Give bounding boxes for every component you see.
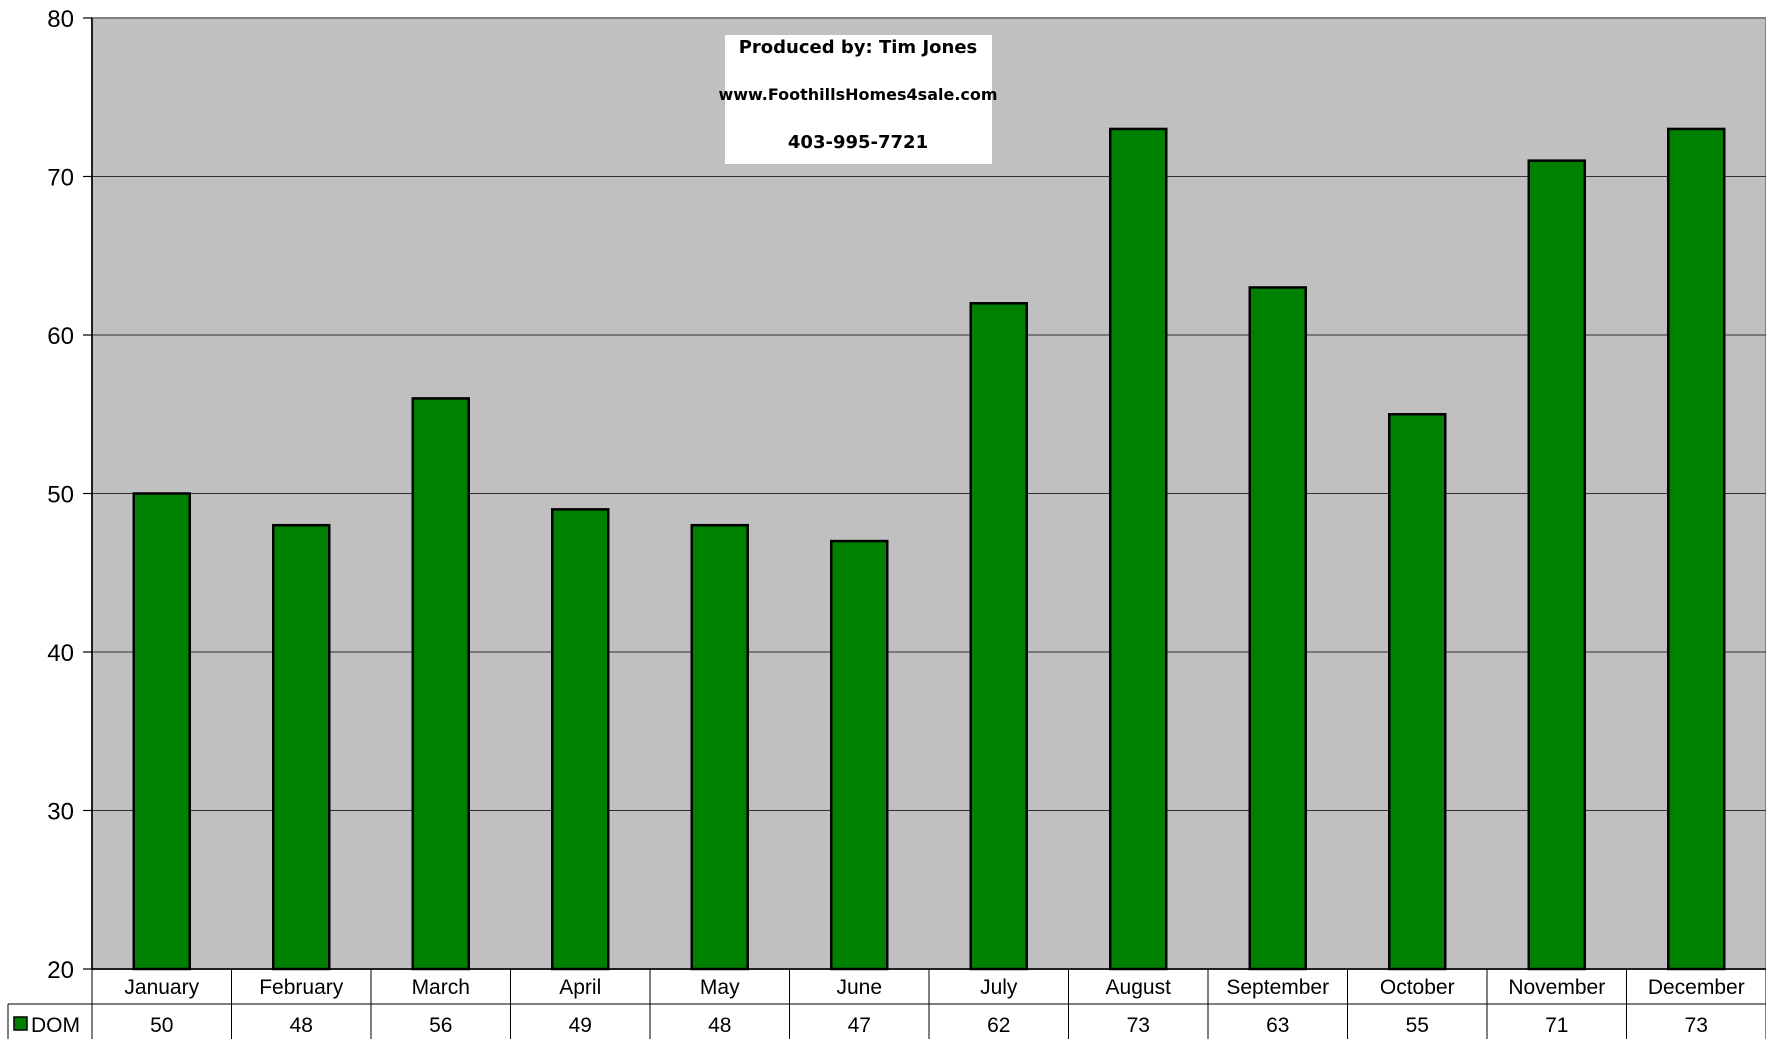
- x-category-label: August: [1106, 976, 1172, 999]
- bar: [690, 523, 749, 971]
- bar: [272, 523, 331, 971]
- bar: [1388, 413, 1447, 971]
- bar: [1527, 159, 1586, 971]
- x-category-label: January: [124, 976, 199, 999]
- data-table-value: 73: [1127, 1014, 1150, 1037]
- legend-swatch: [13, 1016, 28, 1031]
- bar: [1667, 127, 1726, 971]
- bar: [132, 492, 191, 971]
- data-table-value: 62: [987, 1014, 1010, 1037]
- gridlines: [92, 176, 1766, 811]
- x-category-label: October: [1380, 976, 1455, 999]
- bar: [1248, 286, 1307, 971]
- data-table-value: 73: [1685, 1014, 1708, 1037]
- data-table-value: 50: [150, 1014, 173, 1037]
- y-tick-label: 50: [47, 482, 74, 509]
- legend-series-name: DOM: [31, 1014, 80, 1037]
- data-table-value: 55: [1406, 1014, 1429, 1037]
- bar: [411, 397, 470, 971]
- bar: [969, 302, 1028, 971]
- x-category-label: November: [1508, 976, 1605, 999]
- y-tick-label: 40: [47, 640, 74, 667]
- data-table-value: 56: [429, 1014, 452, 1037]
- x-category-label: December: [1648, 976, 1745, 999]
- x-category-label: April: [559, 976, 601, 999]
- data-table-value: 48: [290, 1014, 313, 1037]
- x-category-label: July: [980, 976, 1018, 999]
- data-table: January February March April May June July Augu…: [7, 969, 1766, 1039]
- bars: [132, 127, 1726, 971]
- note-producer: Produced by: Tim Jones: [739, 37, 978, 58]
- note-box: [725, 35, 992, 164]
- data-table-value: 63: [1266, 1014, 1289, 1037]
- data-table-value: 71: [1545, 1014, 1568, 1037]
- y-tick-label: 30: [47, 799, 74, 826]
- bar: [1109, 127, 1168, 971]
- y-tick-label: 80: [47, 6, 74, 33]
- data-table-value: 47: [848, 1014, 871, 1037]
- y-tick-label: 20: [47, 957, 74, 984]
- producer-note: Produced by: Tim Jones www.FoothillsHome…: [718, 35, 998, 164]
- x-category-label: June: [836, 976, 882, 999]
- bar: [830, 539, 889, 971]
- y-tick-label: 60: [47, 323, 74, 350]
- x-category-label: September: [1226, 976, 1329, 999]
- data-table-value: 48: [708, 1014, 731, 1037]
- note-website: www.FoothillsHomes4sale.com: [718, 85, 997, 104]
- data-table-value: 49: [569, 1014, 592, 1037]
- y-axis-ticks: 80 70 60 50 40 30 20: [47, 6, 92, 984]
- x-category-label: February: [259, 976, 344, 999]
- x-category-label: May: [700, 976, 740, 999]
- note-phone: 403-995-7721: [788, 132, 928, 153]
- y-tick-label: 70: [47, 165, 74, 192]
- x-category-label: March: [412, 976, 470, 999]
- bar: [551, 508, 610, 971]
